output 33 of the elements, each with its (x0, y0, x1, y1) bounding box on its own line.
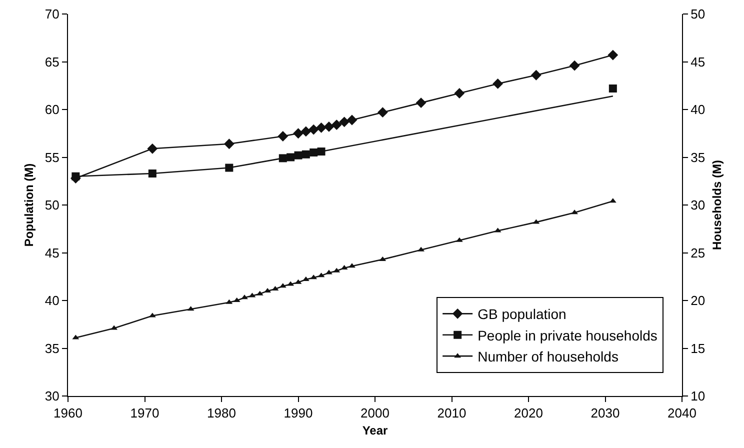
y2-tick-label: 20 (690, 293, 706, 308)
x-tick-label: 1980 (207, 406, 236, 421)
y2-tick-label: 10 (690, 388, 706, 404)
legend-label: Number of households (478, 348, 618, 365)
y2-tick-label: 30 (690, 198, 706, 213)
y2-axis-title: Households (M) (710, 160, 724, 250)
y-tick-label: 35 (44, 340, 60, 356)
x-tick-label: 2000 (360, 406, 390, 421)
x-tick-label: 2020 (514, 406, 543, 421)
y-tick-label: 30 (44, 388, 60, 404)
x-axis-title: Year (362, 424, 388, 438)
y-tick-label: 45 (44, 245, 60, 260)
y-tick-label: 50 (44, 198, 60, 213)
y2-tick-label: 45 (690, 54, 706, 70)
y-tick-label: 40 (44, 293, 60, 308)
x-tick-label: 1960 (54, 406, 82, 421)
legend-label: GB population (478, 306, 566, 322)
y2-tick-label: 25 (690, 245, 706, 260)
x-tick-label: 2030 (590, 406, 620, 421)
y-tick-label: 60 (44, 102, 60, 118)
y2-tick-label: 15 (690, 340, 706, 356)
x-tick-label: 2040 (668, 406, 696, 421)
y2-tick-label: 50 (690, 6, 706, 22)
x-tick-label: 1990 (284, 406, 313, 421)
y2-tick-label: 35 (690, 150, 706, 165)
legend-label: People in private households (478, 327, 658, 344)
y-tick-label: 55 (44, 150, 60, 165)
x-tick-label: 1970 (130, 406, 160, 421)
x-tick-label: 2010 (437, 406, 466, 421)
y-tick-label: 65 (44, 54, 60, 70)
y-tick-label: 70 (44, 6, 60, 22)
y-axis-title: Population (M) (22, 163, 36, 247)
y2-tick-label: 40 (690, 102, 706, 118)
